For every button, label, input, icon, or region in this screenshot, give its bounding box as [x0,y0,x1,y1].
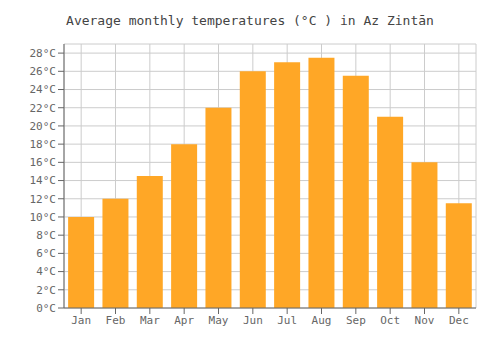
svg-text:8°C: 8°C [36,229,56,242]
svg-text:20°C: 20°C [30,120,57,133]
svg-text:4°C: 4°C [36,265,56,278]
svg-text:26°C: 26°C [30,65,57,78]
svg-text:Oct: Oct [380,314,400,327]
svg-text:24°C: 24°C [30,83,57,96]
svg-text:14°C: 14°C [30,174,57,187]
svg-text:Feb: Feb [106,314,126,327]
svg-text:Apr: Apr [174,314,194,327]
svg-text:May: May [209,314,229,327]
svg-text:0°C: 0°C [36,302,56,315]
svg-text:Dec: Dec [449,314,469,327]
svg-text:Sep: Sep [346,314,366,327]
svg-text:Jul: Jul [277,314,297,327]
svg-text:16°C: 16°C [30,156,57,169]
svg-text:18°C: 18°C [30,138,57,151]
svg-text:28°C: 28°C [30,47,57,60]
svg-text:Aug: Aug [312,314,332,327]
svg-text:Jun: Jun [243,314,263,327]
svg-text:22°C: 22°C [30,102,57,115]
svg-text:Mar: Mar [140,314,160,327]
svg-text:6°C: 6°C [36,247,56,260]
svg-text:12°C: 12°C [30,193,57,206]
html-text:Average monthly temperatures (: Average monthly temperatures (°C ) in Az… [66,13,434,28]
svg-text:Nov: Nov [415,314,435,327]
svg-text:10°C: 10°C [30,211,57,224]
svg-text:Jan: Jan [71,314,91,327]
svg-text:2°C: 2°C [36,284,56,297]
